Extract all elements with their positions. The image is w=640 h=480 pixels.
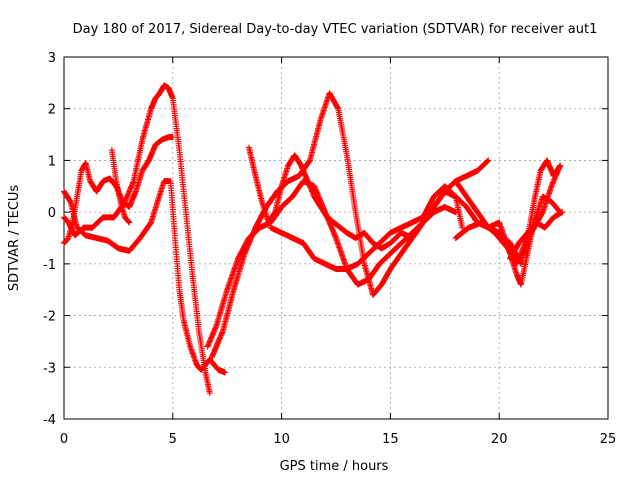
x-tick-label: 25 bbox=[600, 432, 617, 447]
y-tick-label: -4 bbox=[43, 413, 56, 428]
x-tick-label: 20 bbox=[491, 432, 508, 447]
series-trace-5 bbox=[208, 90, 492, 360]
plot-frame bbox=[63, 56, 609, 420]
chart-title: Day 180 of 2017, Sidereal Day-to-day VTE… bbox=[73, 22, 598, 37]
x-tick-label: 10 bbox=[273, 432, 290, 447]
x-tick-label: 5 bbox=[169, 432, 177, 447]
series-trace-7 bbox=[267, 183, 466, 273]
series-trace-1 bbox=[61, 178, 229, 376]
series-trace-11 bbox=[507, 209, 566, 262]
axes: 0 5 10 15 20 25 -4 -3 -2 -1 0 1 2 3 bbox=[43, 51, 616, 447]
y-axis-label: SDTVAR / TECUs bbox=[7, 185, 22, 292]
y-tick-label: 1 bbox=[48, 154, 56, 169]
y-tick-label: 0 bbox=[48, 206, 56, 221]
x-tick-label: 0 bbox=[60, 432, 68, 447]
x-tick-label: 15 bbox=[382, 432, 399, 447]
y-tick-label: 2 bbox=[48, 103, 56, 118]
y-tick-label: -1 bbox=[43, 258, 56, 273]
series-trace-6 bbox=[245, 144, 437, 252]
y-tick-label: -2 bbox=[43, 310, 56, 325]
series-trace-10 bbox=[452, 162, 564, 267]
y-tick-label: -3 bbox=[43, 361, 56, 376]
x-axis-label: GPS time / hours bbox=[280, 459, 389, 474]
series-trace-12 bbox=[108, 147, 133, 226]
series-trace-2 bbox=[61, 82, 213, 397]
y-tick-label: 3 bbox=[48, 51, 56, 66]
data-marks bbox=[61, 82, 566, 397]
